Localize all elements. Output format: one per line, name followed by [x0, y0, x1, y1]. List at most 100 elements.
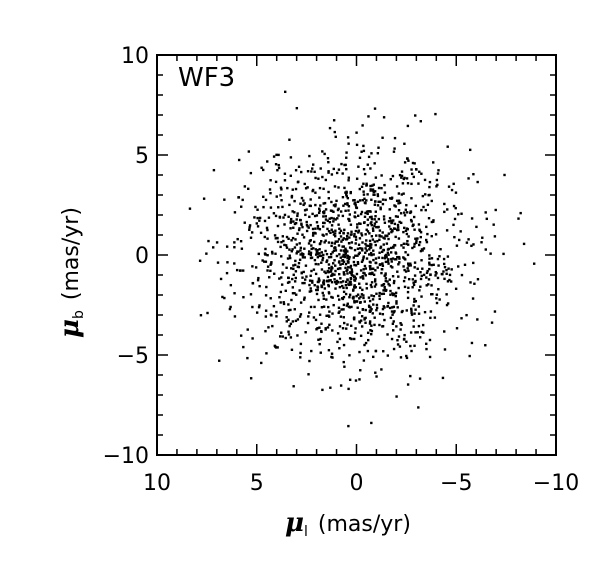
data-point — [321, 225, 325, 228]
data-point — [379, 206, 382, 209]
data-point — [249, 377, 253, 380]
data-point — [428, 338, 432, 342]
data-point — [363, 172, 367, 176]
data-point — [425, 225, 428, 229]
data-point — [445, 229, 449, 232]
data-point — [396, 226, 400, 229]
data-point — [298, 289, 301, 292]
data-point — [417, 312, 421, 315]
data-point — [392, 292, 396, 296]
data-point — [358, 199, 362, 202]
data-point — [377, 256, 381, 259]
data-point — [405, 211, 409, 214]
data-point — [406, 253, 410, 257]
data-point — [298, 227, 301, 230]
data-point — [349, 264, 353, 268]
data-point — [382, 218, 386, 221]
data-point — [341, 280, 345, 283]
data-point — [334, 240, 337, 243]
data-point — [377, 217, 381, 221]
data-points — [188, 90, 536, 428]
data-point — [403, 226, 406, 230]
data-point — [381, 256, 384, 260]
data-point — [423, 178, 427, 182]
data-point — [369, 188, 372, 191]
data-point — [310, 349, 313, 353]
data-point — [381, 312, 385, 316]
data-point — [383, 257, 387, 260]
data-point — [315, 249, 319, 253]
data-point — [369, 251, 373, 255]
data-point — [272, 155, 276, 158]
data-point — [365, 287, 369, 290]
data-point — [349, 191, 352, 195]
data-point — [264, 198, 268, 202]
data-point — [378, 238, 381, 242]
data-point — [330, 241, 334, 245]
data-point — [397, 209, 401, 212]
data-point — [380, 271, 383, 275]
data-point — [383, 318, 386, 322]
data-point — [391, 313, 394, 316]
data-point — [493, 310, 497, 313]
data-point — [409, 264, 412, 267]
data-point — [350, 305, 353, 309]
data-point — [207, 239, 210, 243]
data-point — [418, 240, 422, 244]
data-point — [411, 161, 415, 165]
data-point — [353, 263, 356, 267]
data-point — [284, 289, 287, 292]
data-point — [376, 204, 380, 207]
data-point — [253, 216, 256, 219]
data-point — [267, 216, 271, 219]
data-point — [368, 210, 372, 213]
data-point — [395, 302, 398, 305]
data-point — [313, 305, 316, 309]
data-point — [314, 272, 318, 276]
data-point — [308, 359, 311, 363]
data-point — [305, 220, 308, 224]
data-point — [338, 310, 341, 313]
data-point — [324, 249, 327, 253]
data-point — [310, 256, 314, 259]
data-point — [350, 230, 353, 233]
data-point — [304, 213, 307, 217]
data-point — [422, 331, 425, 334]
data-point — [406, 243, 410, 246]
data-point — [330, 200, 333, 204]
data-point — [381, 231, 384, 234]
data-point — [360, 293, 364, 296]
data-point — [342, 295, 346, 299]
data-point — [402, 242, 406, 245]
data-point — [375, 308, 378, 312]
data-point — [435, 297, 438, 300]
data-point — [406, 239, 409, 243]
data-point — [263, 260, 266, 263]
data-point — [373, 240, 377, 243]
data-point — [405, 354, 408, 358]
data-point — [367, 210, 370, 213]
data-point — [364, 201, 367, 205]
data-point — [318, 254, 321, 258]
data-point — [428, 180, 432, 184]
data-point — [432, 219, 435, 222]
x-tick-label: −10 — [533, 471, 579, 496]
data-point — [327, 170, 330, 173]
data-point — [249, 293, 253, 296]
data-point — [324, 218, 328, 221]
data-point — [381, 136, 384, 139]
data-point — [420, 208, 423, 212]
data-point — [342, 273, 346, 276]
data-point — [223, 198, 226, 201]
data-point — [314, 227, 317, 230]
data-point — [353, 235, 356, 238]
data-point — [343, 365, 346, 368]
data-point — [387, 262, 390, 265]
data-point — [354, 242, 357, 245]
data-point — [374, 215, 377, 218]
data-point — [262, 205, 265, 209]
data-point — [338, 325, 342, 328]
data-point — [255, 311, 259, 314]
data-point — [409, 211, 412, 215]
data-point — [287, 318, 290, 322]
